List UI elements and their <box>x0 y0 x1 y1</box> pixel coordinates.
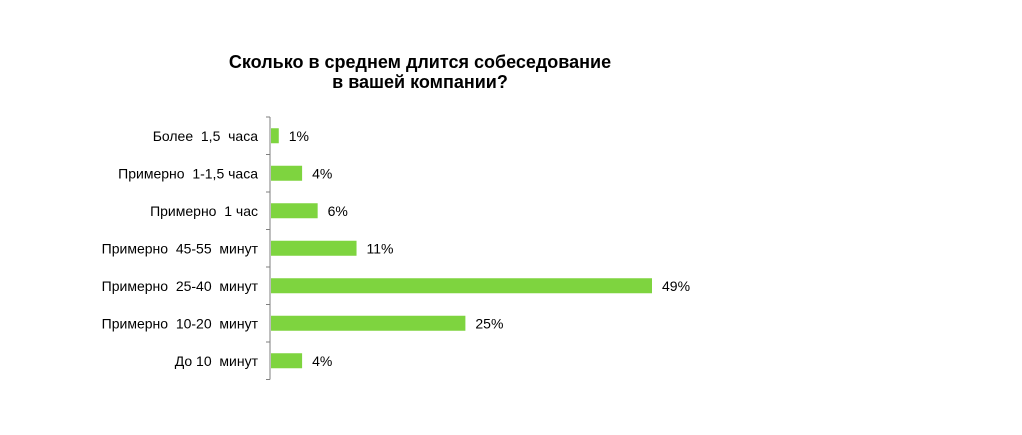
chart-title: Сколько в среднем длится собеседование в… <box>150 52 690 92</box>
bar <box>271 353 303 369</box>
category-label: Примерно 45-55 минут <box>102 240 259 256</box>
bar <box>271 315 466 331</box>
chart-title-line-2: в вашей компании? <box>332 72 508 92</box>
data-label: 11% <box>367 240 394 256</box>
bar <box>271 165 303 181</box>
bar <box>271 240 357 256</box>
data-label: 4% <box>312 353 332 369</box>
bar <box>271 128 279 144</box>
category-label: Примерно 10-20 минут <box>102 315 259 331</box>
chart-title-line-1: Сколько в среднем длится собеседование <box>228 52 612 72</box>
category-label: Примерно 1 час <box>150 203 258 219</box>
category-label: До 10 минут <box>175 353 259 369</box>
data-label: 6% <box>328 203 348 219</box>
data-label: 25% <box>475 315 503 331</box>
data-label: 49% <box>662 278 690 294</box>
category-label: Примерно 1-1,5 часа <box>118 165 258 181</box>
category-label: Примерно 25-40 минут <box>102 278 259 294</box>
category-label: Более 1,5 часа <box>153 128 259 144</box>
bar <box>271 203 318 219</box>
bar <box>271 278 652 294</box>
data-label: 1% <box>289 128 309 144</box>
data-label: 4% <box>312 165 332 181</box>
